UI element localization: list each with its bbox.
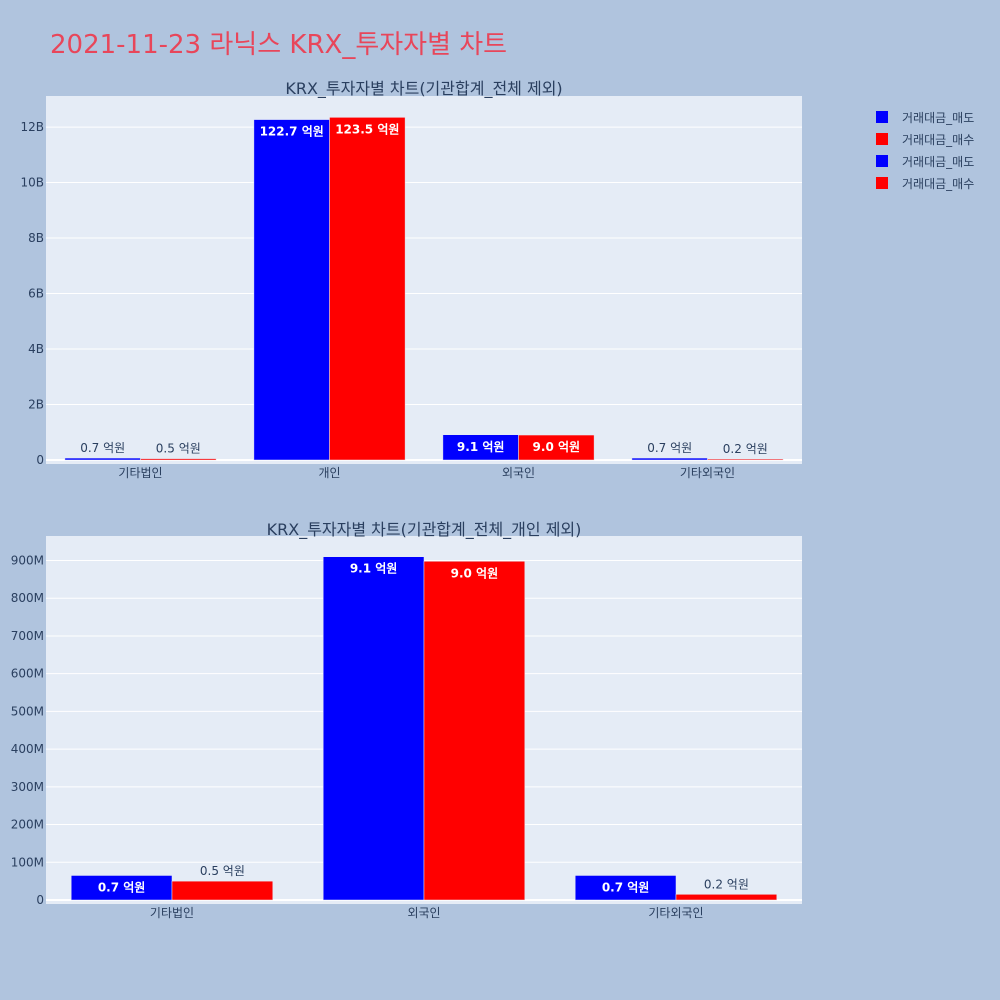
bar-data-label: 0.5 억원 (156, 442, 201, 456)
x-tick-label: 기타외국인 (680, 466, 735, 480)
x-tick-label: 기타법인 (150, 906, 194, 920)
bar (322, 556, 425, 901)
x-tick-label: 외국인 (407, 906, 440, 920)
legend-item[interactable]: 거래대금_매도 (876, 150, 974, 172)
y-tick-label: 12B (20, 120, 44, 134)
legend-label: 거래대금_매수 (902, 132, 975, 147)
bar-data-label: 123.5 억원 (335, 122, 399, 136)
y-tick-label: 900M (11, 554, 44, 568)
bar-data-label: 0.7 억원 (647, 441, 692, 455)
legend-swatch (876, 111, 888, 123)
x-tick-label: 외국인 (502, 466, 535, 480)
bar-data-label: 122.7 억원 (260, 125, 324, 139)
y-tick-label: 100M (11, 855, 44, 869)
y-tick-label: 500M (11, 704, 44, 718)
bar (140, 458, 217, 461)
y-tick-label: 8B (28, 231, 44, 245)
x-tick-label: 기타법인 (118, 466, 162, 480)
legend-item[interactable]: 거래대금_매수 (876, 128, 974, 150)
bar (329, 117, 406, 461)
bar-data-label: 0.2 억원 (704, 877, 749, 891)
bar-data-label: 0.7 억원 (98, 880, 146, 894)
chart-title: KRX_투자자별 차트(기관합계_전체_개인 제외) (267, 520, 582, 540)
bar (518, 434, 595, 461)
legend-swatch (876, 133, 888, 145)
legend-label: 거래대금_매수 (902, 176, 975, 191)
bar-data-label: 9.1 억원 (457, 440, 505, 454)
bar (631, 457, 708, 461)
y-tick-label: 800M (11, 591, 44, 605)
bar-data-label: 0.2 억원 (723, 442, 768, 456)
bar-data-label: 9.0 억원 (533, 440, 581, 454)
plot-area (46, 96, 802, 464)
bar (675, 894, 778, 901)
bar (707, 458, 784, 461)
y-tick-label: 10B (20, 176, 44, 190)
bar-data-label: 0.7 억원 (602, 880, 650, 894)
legend-item[interactable]: 거래대금_매수 (876, 172, 974, 194)
page-title: 2021-11-23 라닉스 KRX_투자자별 차트 (50, 30, 508, 60)
bar (253, 119, 330, 461)
y-tick-label: 2B (28, 398, 44, 412)
legend-label: 거래대금_매도 (902, 110, 975, 125)
bar (171, 880, 274, 901)
y-tick-label: 400M (11, 742, 44, 756)
y-tick-label: 6B (28, 287, 44, 301)
y-tick-label: 200M (11, 818, 44, 832)
bar (574, 875, 677, 901)
y-tick-label: 0 (36, 893, 44, 907)
bar (423, 561, 526, 901)
legend-swatch (876, 177, 888, 189)
x-tick-label: 기타외국인 (648, 906, 703, 920)
bar-data-label: 9.0 억원 (451, 566, 499, 580)
legend-label: 거래대금_매도 (902, 154, 975, 169)
bar (70, 875, 173, 901)
bar-data-label: 0.7 억원 (80, 441, 125, 455)
legend-swatch (876, 155, 888, 167)
bar-data-label: 0.5 억원 (200, 864, 245, 878)
y-tick-label: 700M (11, 629, 44, 643)
chart-title: KRX_투자자별 차트(기관합계_전체 제외) (285, 79, 562, 99)
y-tick-label: 300M (11, 780, 44, 794)
legend[interactable]: 거래대금_매도 거래대금_매수 거래대금_매도 거래대금_매수 (876, 106, 974, 194)
y-tick-label: 0 (36, 453, 44, 467)
x-tick-label: 개인 (318, 466, 340, 480)
bar (64, 457, 141, 461)
y-tick-label: 4B (28, 342, 44, 356)
bar-data-label: 9.1 억원 (350, 562, 398, 576)
legend-item[interactable]: 거래대금_매도 (876, 106, 974, 128)
y-tick-label: 600M (11, 667, 44, 681)
